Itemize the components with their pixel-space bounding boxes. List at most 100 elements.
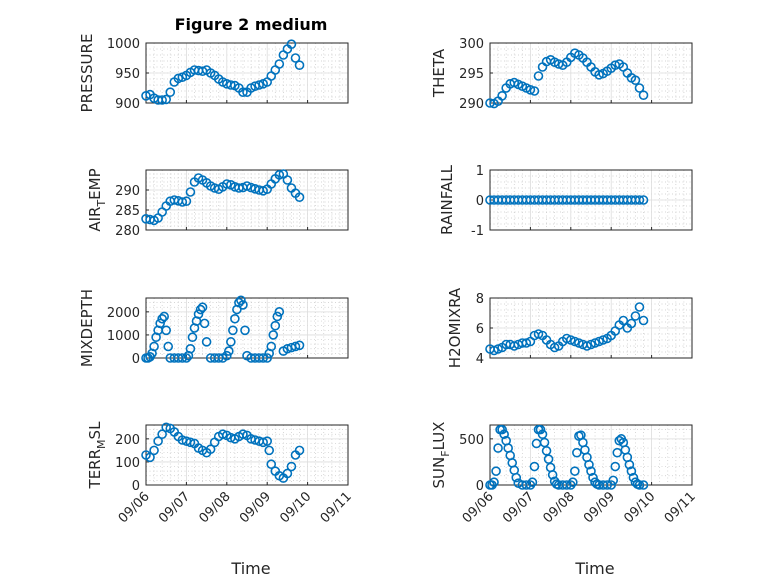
data-point — [491, 466, 501, 476]
data-point — [493, 443, 503, 453]
data-point — [262, 436, 273, 446]
data-point — [163, 341, 174, 352]
y-axis-label-main: PRESSURE — [78, 34, 96, 113]
data-point — [274, 59, 285, 69]
x-tick-label: 09/11 — [662, 489, 699, 526]
subplot-4: -1 0 1 RAINFALL — [438, 164, 693, 239]
data-point — [489, 477, 499, 488]
y-tick-label: 285 — [115, 204, 140, 219]
y-tick-label: 900 — [115, 97, 140, 112]
data-point — [230, 313, 240, 324]
y-axis-label-main: MIXDEPTH — [78, 289, 96, 367]
data-point — [606, 480, 617, 490]
data-point — [199, 318, 210, 329]
y-tick-label: 280 — [115, 224, 140, 239]
y-tick-label: 950 — [115, 67, 140, 82]
data-point — [187, 332, 198, 343]
data-point — [226, 80, 236, 90]
x-tick-label: 09/06 — [116, 489, 153, 526]
data-point — [634, 480, 645, 490]
data-point — [185, 437, 196, 448]
data-point — [238, 429, 248, 440]
subplot-6: 4 6 8 H2OMIXRA — [446, 287, 693, 368]
data-point — [529, 86, 540, 96]
data-point — [264, 445, 275, 456]
data-point — [570, 466, 580, 476]
y-tick-label: 8 — [476, 292, 484, 307]
data-point — [149, 341, 159, 352]
x-tick-label: 09/08 — [541, 489, 578, 526]
y-tick-label: 2000 — [107, 306, 140, 321]
y-tick-label: 300 — [459, 37, 484, 52]
data-point — [286, 39, 297, 50]
data-point — [258, 353, 268, 363]
data-point — [612, 447, 623, 458]
y-axis-label-tail: EMP — [86, 168, 104, 199]
data-point — [258, 437, 268, 448]
data-point — [193, 309, 204, 319]
y-axis-label: AIRTEMP — [86, 168, 108, 231]
plot-border — [489, 424, 693, 486]
subplot-7: 09/06 09/07 09/08 09/09 09/10 09/11 0 100 200 TER… — [86, 421, 355, 526]
data-point — [594, 70, 604, 80]
data-point — [630, 75, 641, 85]
y-tick-label: 500 — [459, 433, 484, 448]
plot-area — [145, 169, 349, 231]
data-point — [274, 307, 285, 317]
x-tick-label: 09/10 — [621, 489, 658, 526]
y-axis-label-main: SUN — [430, 457, 448, 489]
y-axis-label: H2OMIXRA — [446, 287, 464, 368]
data-point — [181, 353, 192, 363]
x-axis-label-left: Time — [230, 559, 270, 578]
data-point — [634, 83, 645, 93]
data-point — [272, 311, 283, 322]
data-point — [568, 477, 578, 488]
y-tick-label: 0 — [132, 352, 140, 367]
data-point — [161, 94, 171, 105]
data-point — [185, 343, 196, 354]
data-point — [499, 429, 509, 440]
data-point — [145, 452, 155, 463]
data-point — [634, 302, 645, 312]
data-point — [226, 337, 236, 347]
data-point — [157, 313, 167, 324]
data-point — [197, 302, 208, 313]
data-point — [533, 71, 544, 81]
data-point — [254, 80, 264, 90]
y-axis-label-main: THETA — [430, 48, 448, 98]
data-point — [159, 311, 169, 322]
y-axis-label: RAINFALL — [438, 164, 456, 235]
x-tick-label: 09/10 — [277, 489, 314, 526]
data-point — [161, 325, 171, 336]
data-point — [634, 195, 645, 205]
data-point — [290, 53, 301, 63]
data-point — [266, 341, 277, 352]
data-point — [624, 459, 635, 470]
data-point — [228, 325, 238, 336]
x-tick-label: 09/07 — [156, 489, 193, 526]
data-point — [282, 468, 293, 479]
data-point — [240, 325, 250, 336]
y-axis-label-tail: LUX — [430, 422, 448, 451]
y-tick-label: 1 — [476, 164, 484, 179]
data-point — [525, 85, 536, 95]
data-point — [222, 350, 232, 361]
plot-border — [145, 169, 349, 231]
y-tick-label: 1000 — [107, 37, 140, 52]
data-point — [177, 353, 188, 363]
y-axis-label-subscript: F — [439, 450, 452, 456]
x-tick-label: 09/06 — [460, 489, 497, 526]
x-tick-label: 09/09 — [237, 489, 274, 526]
y-axis-label-subscript: T — [95, 200, 108, 208]
data-point — [236, 295, 246, 306]
data-point — [274, 170, 285, 180]
y-tick-label: 0 — [132, 479, 140, 494]
data-point — [608, 475, 619, 486]
data-point — [294, 340, 305, 351]
y-tick-label: 4 — [476, 352, 484, 367]
data-point — [497, 91, 507, 101]
data-point — [290, 341, 301, 352]
y-axis-label: SUNFLUX — [430, 422, 452, 489]
